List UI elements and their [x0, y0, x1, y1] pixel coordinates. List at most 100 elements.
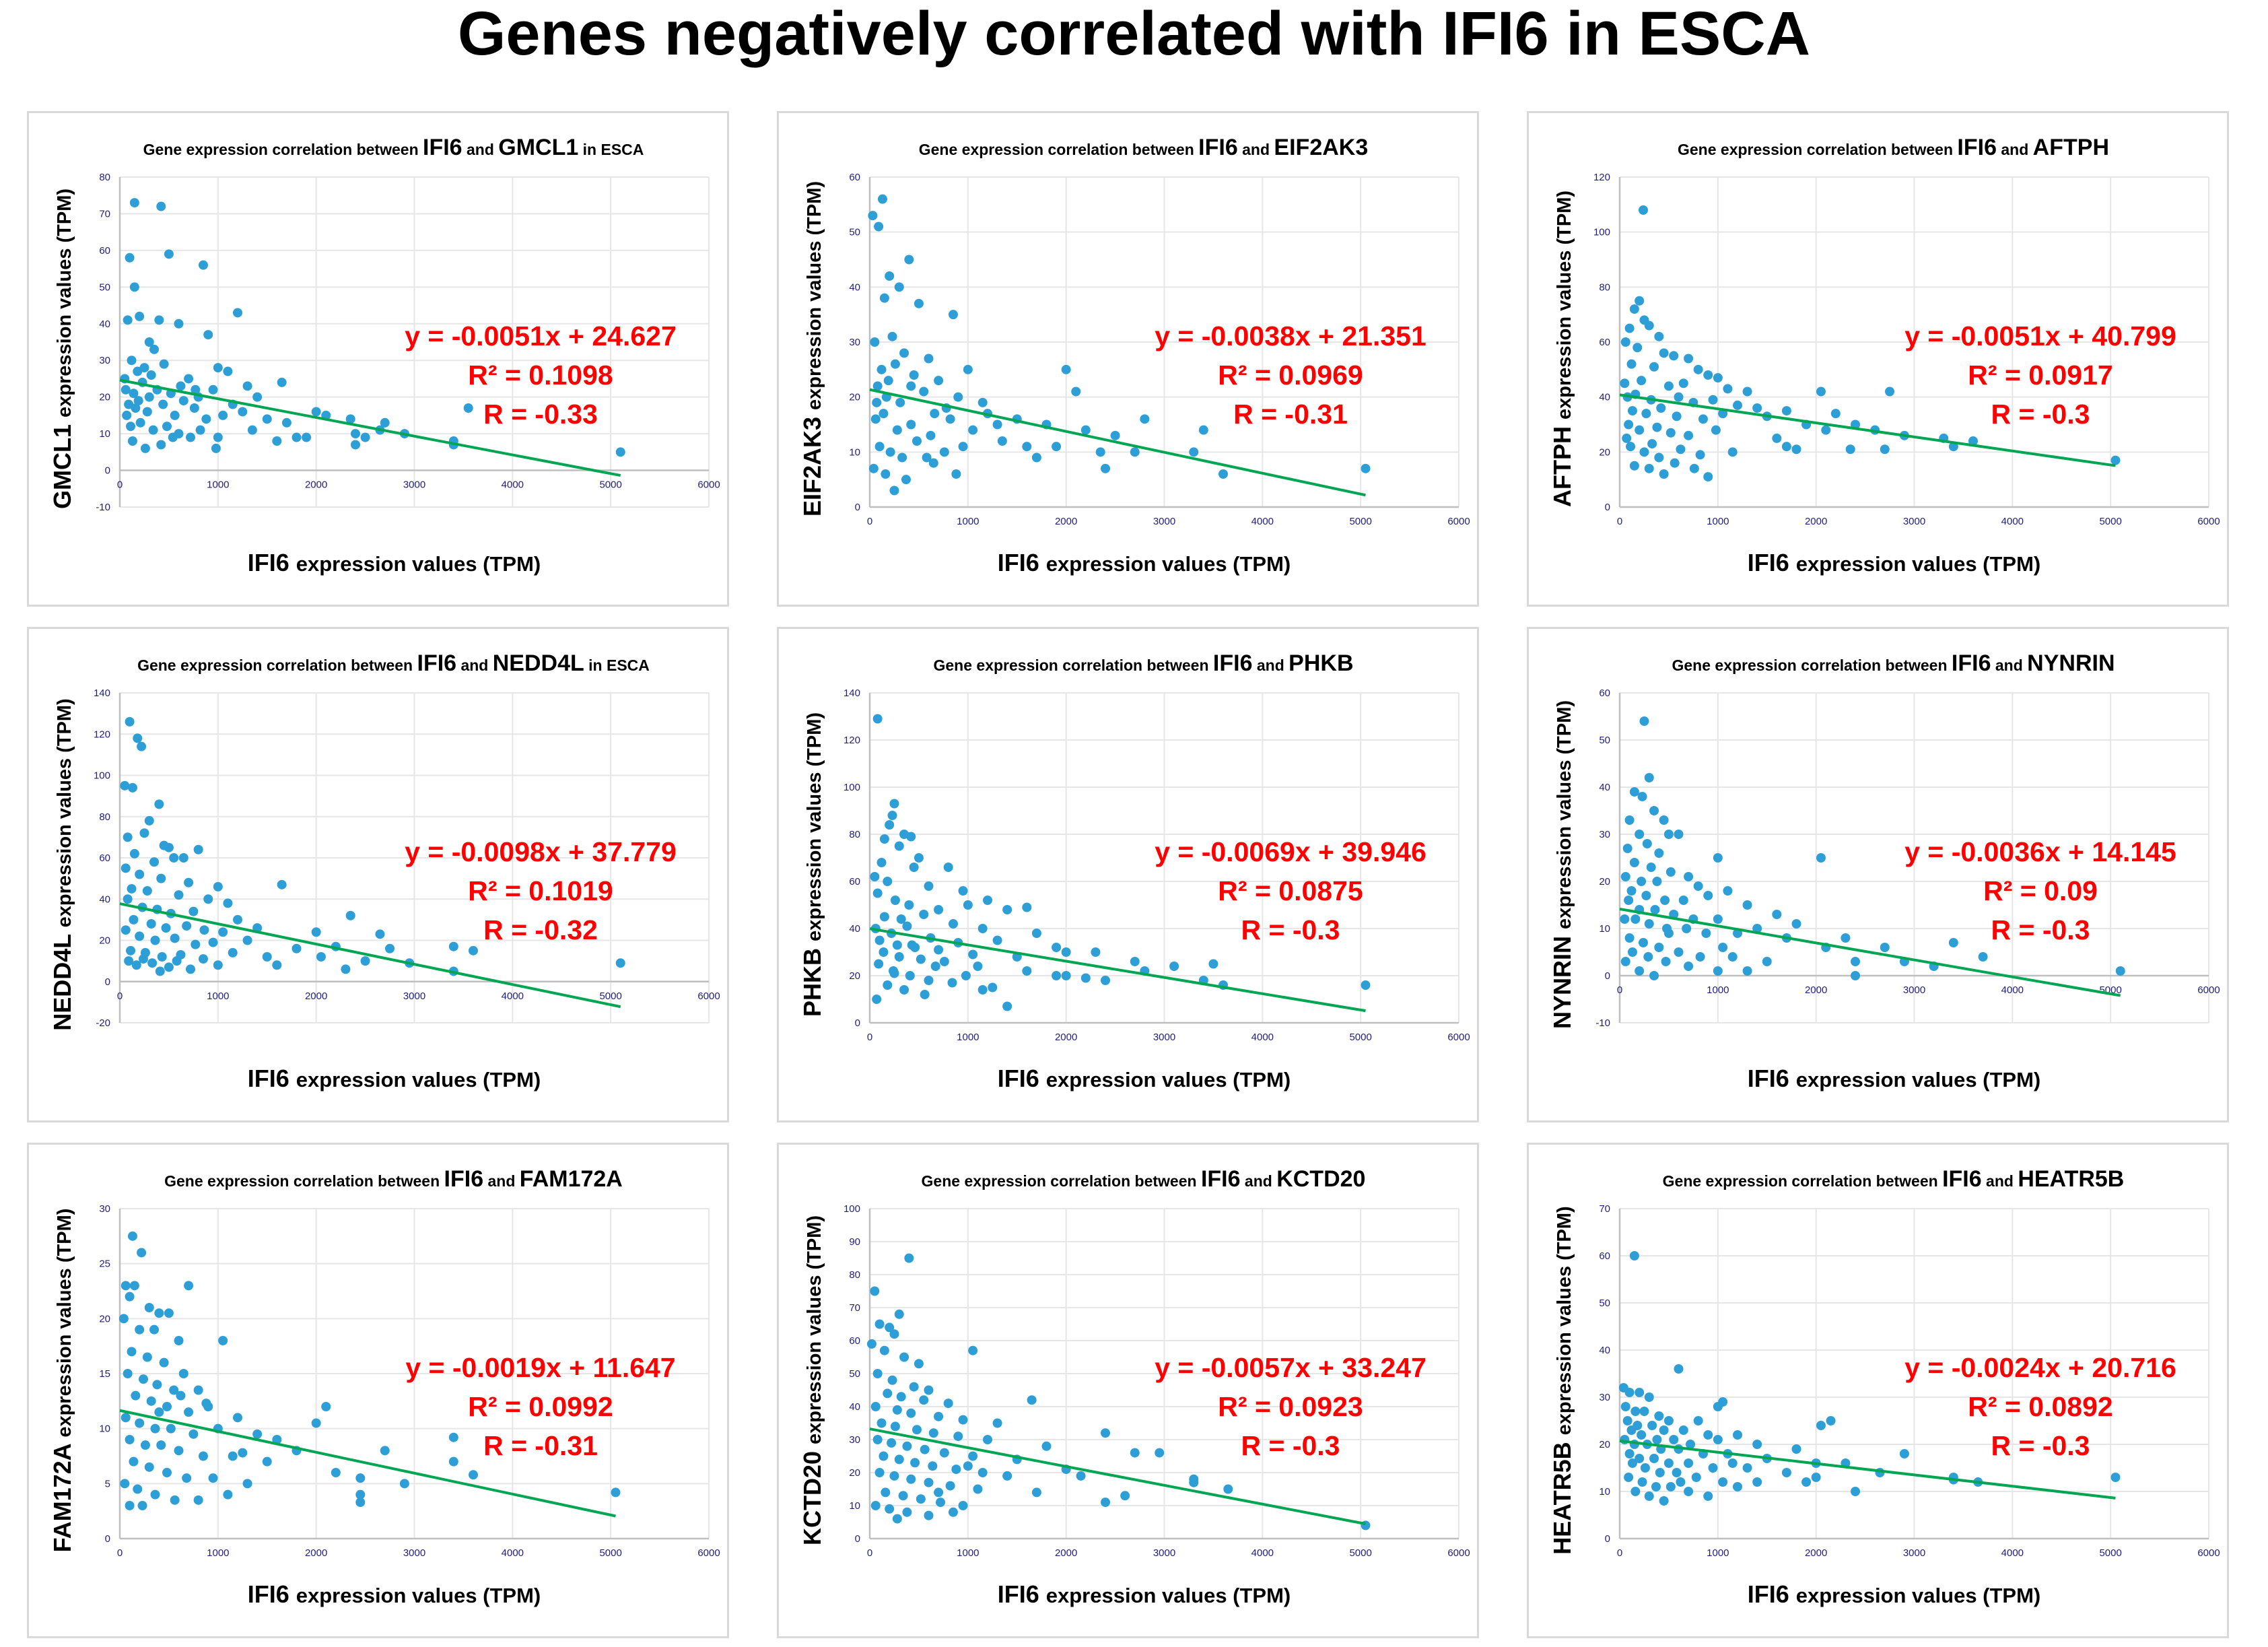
y-tick-label: 40 — [1599, 392, 1610, 403]
data-point — [951, 469, 961, 479]
x-tick-label: 6000 — [697, 990, 720, 1002]
y-tick-label: 0 — [1605, 502, 1610, 513]
data-point — [1821, 425, 1831, 435]
data-point — [951, 1465, 961, 1475]
regression-equation: y = -0.0069x + 39.946 — [1155, 836, 1427, 867]
data-point — [877, 858, 887, 867]
data-point — [1652, 1435, 1662, 1444]
y-tick-label: 80 — [849, 829, 860, 840]
data-point — [1361, 980, 1371, 990]
chart-title-prefix: Gene expression correlation between — [1678, 141, 1957, 158]
chart-panel-phkb: Gene expression correlation between IFI6… — [777, 627, 1479, 1122]
data-point — [164, 1308, 174, 1318]
data-point — [316, 952, 326, 962]
data-point — [885, 820, 895, 830]
data-point — [1713, 914, 1723, 924]
data-point — [272, 436, 282, 446]
x-axis-label-text: expression values (TPM) — [296, 552, 541, 576]
y-axis-label: NEDD4L expression values (TPM) — [48, 698, 76, 1030]
chart-panel-eif2ak3: Gene expression correlation between IFI6… — [777, 111, 1479, 607]
data-point — [1656, 403, 1666, 413]
data-point — [1022, 966, 1032, 976]
data-point — [1627, 947, 1637, 957]
data-point — [252, 1429, 263, 1439]
x-tick-label: 1000 — [1707, 984, 1729, 996]
data-point — [164, 249, 174, 259]
data-point — [1684, 1458, 1694, 1468]
data-point — [1663, 381, 1674, 391]
data-point — [1641, 891, 1651, 900]
data-point — [201, 1399, 211, 1409]
data-point — [203, 330, 213, 340]
data-point — [154, 1308, 164, 1318]
data-point — [129, 1281, 139, 1291]
r-squared: R² = 0.1098 — [468, 360, 613, 391]
data-point — [133, 366, 143, 376]
chart-title-gene2: AFTPH — [2033, 135, 2109, 160]
data-point — [121, 925, 131, 935]
data-point — [1672, 1468, 1682, 1477]
data-point — [360, 956, 370, 966]
data-point — [1727, 447, 1738, 457]
x-tick-label: 6000 — [1447, 1547, 1470, 1559]
data-point — [155, 966, 165, 976]
data-point — [870, 1402, 881, 1411]
data-point — [1713, 966, 1723, 976]
data-point — [1130, 1448, 1140, 1458]
chart-title-gene1: IFI6 — [444, 1166, 484, 1192]
data-point — [1742, 966, 1752, 976]
data-point — [914, 1359, 924, 1369]
data-point — [1686, 1440, 1695, 1449]
x-tick-label: 0 — [117, 479, 123, 491]
y-axis-label-gene: FAM172A — [48, 1438, 76, 1553]
data-point — [123, 1369, 133, 1378]
data-point — [448, 1456, 458, 1467]
data-point — [247, 425, 257, 435]
y-tick-label: 5 — [105, 1478, 110, 1489]
data-point — [1637, 877, 1647, 886]
x-tick-label: 5000 — [2099, 516, 2121, 527]
y-tick-label: 40 — [849, 923, 860, 935]
data-point — [184, 1407, 194, 1417]
data-point — [1791, 919, 1801, 929]
data-point — [174, 1446, 184, 1456]
data-point — [934, 1411, 944, 1421]
data-point — [135, 869, 145, 879]
data-point — [169, 1385, 179, 1395]
data-point — [1644, 321, 1654, 331]
chart-title-prefix: Gene expression correlation between — [137, 657, 417, 674]
data-point — [1684, 1487, 1694, 1496]
y-tick-label: 120 — [94, 729, 110, 740]
chart-title: Gene expression correlation between IFI6… — [164, 1166, 623, 1192]
data-point — [874, 442, 885, 452]
data-point — [904, 255, 914, 265]
data-point — [1669, 351, 1679, 361]
x-tick-label: 5000 — [1349, 1032, 1371, 1043]
r-squared: R² = 0.0875 — [1218, 875, 1363, 906]
x-tick-label: 3000 — [403, 990, 425, 1002]
data-point — [193, 844, 203, 854]
data-point — [1670, 458, 1680, 468]
data-point — [146, 370, 156, 380]
x-tick-label: 5000 — [599, 479, 621, 491]
data-point — [1654, 943, 1664, 952]
y-axis-label: GMCL1 expression values (TPM) — [48, 189, 76, 509]
data-point — [1643, 952, 1653, 962]
data-point — [228, 1451, 238, 1461]
trend-line — [1619, 393, 2116, 467]
data-point — [137, 1248, 147, 1258]
chart-title-prefix: Gene expression correlation between — [1672, 657, 1951, 674]
data-point — [1742, 900, 1752, 910]
y-tick-label: 30 — [849, 1434, 860, 1446]
chart-title-gene1: IFI6 — [1952, 650, 1991, 676]
data-point — [883, 877, 893, 886]
x-tick-label: 0 — [1617, 1547, 1622, 1559]
data-point — [121, 1281, 131, 1291]
data-point — [262, 1456, 272, 1467]
data-point — [252, 392, 263, 402]
data-point — [928, 1461, 938, 1471]
data-point — [140, 1440, 150, 1450]
data-point — [1654, 848, 1664, 858]
data-point — [1629, 1251, 1639, 1261]
x-tick-label: 3000 — [403, 479, 425, 491]
